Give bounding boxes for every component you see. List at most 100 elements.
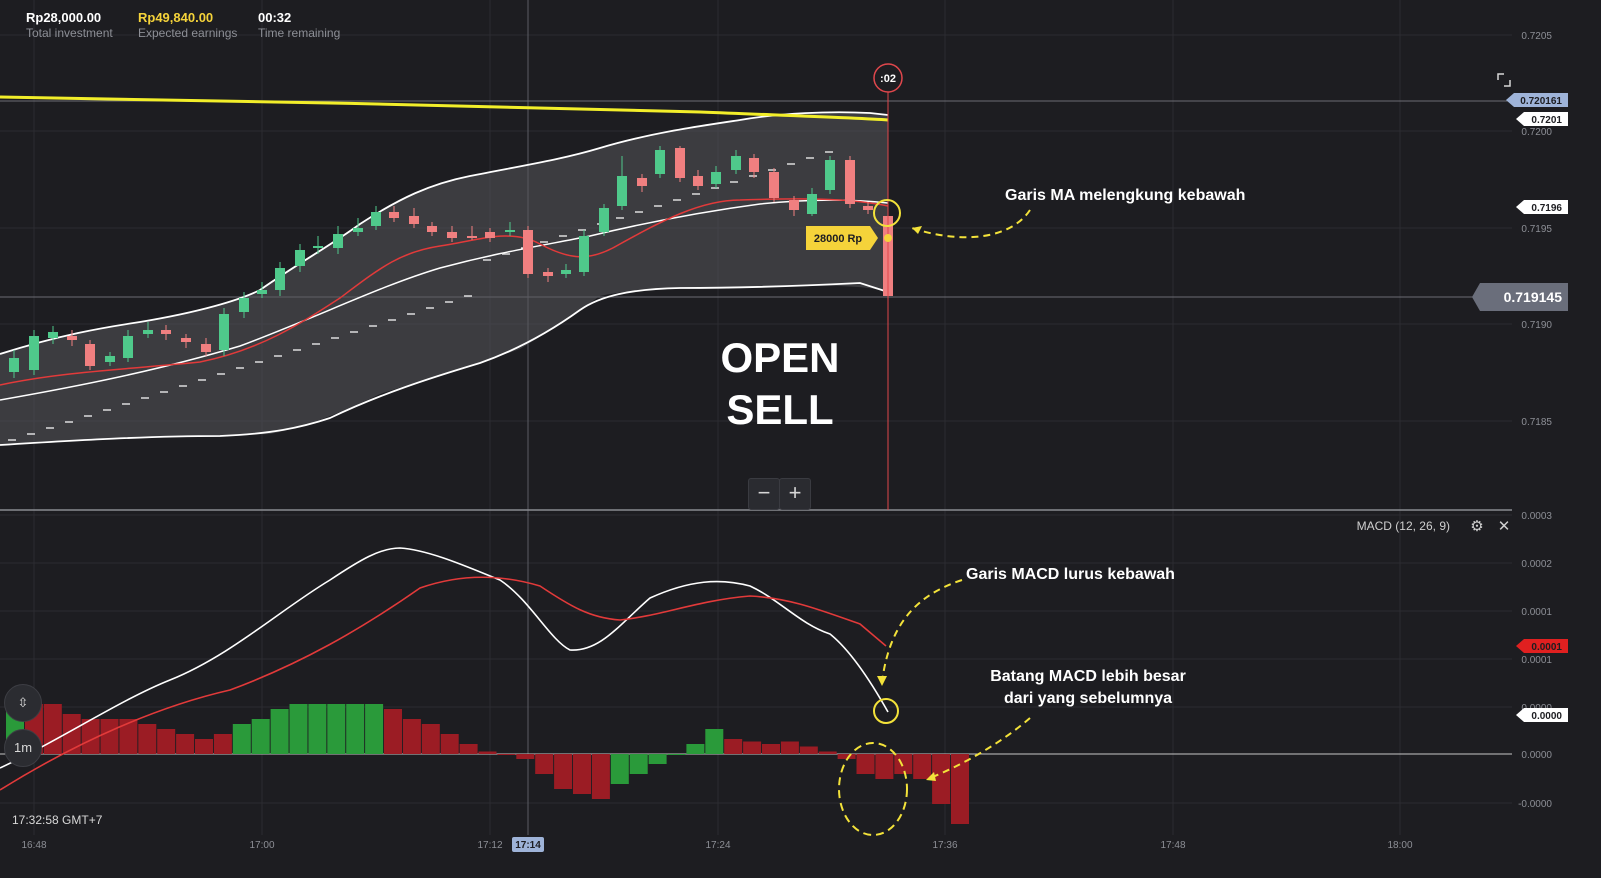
bollinger-band-fill: [0, 112, 888, 445]
annotation-ma-text: Garis MA melengkung kebawah: [1005, 187, 1245, 204]
timeframe-label: 1m: [13, 740, 33, 755]
macd-histogram-bar: [648, 754, 667, 764]
price-tick-label: 0.7200: [1521, 127, 1552, 138]
annotation-arrow-ma: [911, 209, 1031, 239]
open-sell-title-line1: OPEN: [720, 334, 839, 381]
candle-body: [807, 194, 817, 214]
deal-marker-text: 28000 Rp: [814, 233, 863, 245]
candle-body: [655, 150, 665, 174]
macd-histogram-bar: [402, 719, 421, 754]
macd-histogram-bar: [100, 719, 119, 754]
candle-body: [789, 200, 799, 210]
candle-body: [9, 358, 19, 372]
fullscreen-icon: [1497, 73, 1511, 87]
deal-marker: [806, 226, 878, 250]
macd-histogram-bar: [157, 729, 176, 754]
drawing-tools-button[interactable]: ⇳: [4, 684, 42, 722]
line-price-tag: [1506, 93, 1568, 107]
macd-histogram-bar: [686, 744, 705, 754]
total-investment: Rp28,000.00 Total investment: [26, 10, 113, 40]
macd-histogram-bar: [459, 744, 478, 754]
open-price-tag-text: 0.7201: [1531, 115, 1562, 126]
candle-body: [85, 344, 95, 366]
macd-indicator-title: MACD (12, 26, 9): [1357, 519, 1450, 533]
deal-entry-dot: [884, 234, 892, 242]
candle-body: [467, 236, 477, 238]
open-price-tag: [1516, 112, 1568, 126]
candle-body: [201, 344, 211, 352]
candle-body: [711, 172, 721, 184]
price-tick-label: 0.7205: [1521, 31, 1552, 42]
macd-histogram-bar: [478, 751, 497, 754]
macd-histogram-bar: [251, 719, 270, 754]
candle-body: [675, 148, 685, 178]
macd-histogram-bar: [799, 746, 818, 754]
macd-histogram-bar: [270, 709, 289, 754]
macd-tick-label: 0.0003: [1521, 511, 1552, 522]
expected-earnings-value: Rp49,840.00: [138, 10, 214, 25]
current-price-tag: [1472, 283, 1568, 311]
annotation-arrow-macd: [881, 579, 963, 683]
server-clock: 17:32:58 GMT+7: [12, 813, 103, 827]
time-tick-label: 17:48: [1160, 840, 1185, 851]
candle-body: [617, 176, 627, 206]
candle-body: [333, 234, 343, 248]
candle-body: [769, 172, 779, 198]
macd-value-tag: [1516, 708, 1568, 722]
macd-histogram-bar: [573, 754, 591, 794]
macd-tick-label: 0.0000: [1521, 750, 1552, 761]
zoom-in-button[interactable]: +: [779, 478, 811, 510]
open-sell-title-line2: SELL: [726, 386, 833, 433]
expected-earnings: Rp49,840.00 Expected earnings: [138, 10, 237, 40]
line-price-tag-text: 0.720161: [1520, 96, 1562, 107]
macd-histogram-bar: [932, 754, 951, 804]
candle-body: [239, 298, 249, 312]
candle-body: [371, 212, 381, 226]
candle-body: [749, 158, 759, 172]
candle-body: [505, 230, 515, 232]
candle-body: [67, 336, 77, 340]
time-tick-label: 17:00: [249, 840, 274, 851]
macd-histogram-bar: [780, 741, 799, 754]
time-tick-label: 18:00: [1387, 840, 1412, 851]
macd-signal-line: [0, 576, 887, 791]
candle-body: [295, 250, 305, 266]
macd-histogram-bar: [421, 724, 440, 754]
candle-body: [447, 232, 457, 238]
macd-histogram-bar: [951, 754, 969, 824]
drawing-tools-icon: ⇳: [17, 695, 29, 710]
macd-value-tag-text: 0.0000: [1531, 711, 1562, 722]
candle-body: [29, 336, 39, 370]
zoom-out-button[interactable]: −: [748, 478, 780, 510]
macd-histogram-bar: [176, 734, 195, 754]
candle-body: [353, 228, 363, 232]
macd-histogram-bar: [591, 754, 610, 799]
annotation-histogram-text-line2: dari yang sebelumnya: [1004, 690, 1172, 707]
candle-body: [863, 206, 873, 210]
macd-histogram-bar: [743, 741, 762, 754]
candle-body: [219, 314, 229, 350]
macd-histogram-bar: [62, 714, 81, 754]
macd-histogram-bar: [81, 719, 100, 754]
expected-earnings-label: Expected earnings: [138, 26, 238, 40]
time-highlight-tag: [512, 837, 544, 852]
timeframe-button[interactable]: 1m: [4, 729, 42, 767]
candle-body: [731, 156, 741, 170]
candle-body: [523, 230, 533, 274]
candle-body: [845, 160, 855, 204]
macd-histogram-bar: [308, 704, 327, 754]
candle-body: [313, 246, 323, 248]
macd-tick-label: 0.0001: [1521, 607, 1552, 618]
time-tick-label: 16:48: [21, 840, 46, 851]
expiry-timer-text: :02: [880, 73, 896, 85]
macd-signal-tag-text: 0.0001: [1531, 642, 1562, 653]
annotation-arrow-histogram: [929, 717, 1031, 779]
bollinger-lower-line: [0, 282, 889, 446]
current-price-tag-text: 0.719145: [1504, 289, 1563, 305]
middle-band-white: [0, 199, 889, 401]
macd-histogram-bar: [856, 754, 875, 774]
macd-histogram-bar: [289, 704, 308, 754]
macd-histogram-bar: [610, 754, 629, 784]
